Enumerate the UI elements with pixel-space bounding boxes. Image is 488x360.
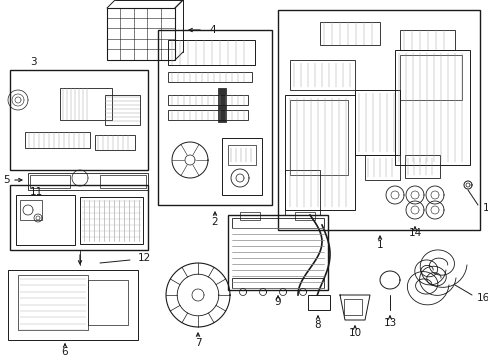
Bar xyxy=(95,135,135,150)
Bar xyxy=(343,299,361,315)
Bar xyxy=(20,200,42,220)
Bar xyxy=(18,275,88,330)
Text: 12: 12 xyxy=(138,253,151,263)
Bar xyxy=(105,95,140,125)
Bar xyxy=(319,22,379,45)
Text: 11: 11 xyxy=(30,187,43,197)
Bar xyxy=(307,295,329,310)
Text: 4: 4 xyxy=(208,25,215,35)
Bar xyxy=(107,8,175,60)
Text: 16: 16 xyxy=(476,293,488,303)
Bar xyxy=(289,100,347,175)
Bar xyxy=(30,175,70,188)
Text: 1: 1 xyxy=(376,240,383,250)
Text: 7: 7 xyxy=(194,338,201,348)
Bar xyxy=(8,270,138,340)
Bar xyxy=(289,60,354,90)
Bar xyxy=(168,95,247,105)
Text: 14: 14 xyxy=(407,228,421,238)
Bar xyxy=(158,30,271,205)
Bar xyxy=(88,280,128,325)
Text: 3: 3 xyxy=(30,57,37,67)
Bar xyxy=(168,72,251,82)
Text: 15: 15 xyxy=(482,203,488,213)
Bar xyxy=(399,30,454,50)
Bar xyxy=(354,90,399,155)
Text: 10: 10 xyxy=(348,328,361,338)
Bar xyxy=(294,212,314,220)
Bar xyxy=(394,50,469,165)
Text: 13: 13 xyxy=(383,318,396,328)
Text: 8: 8 xyxy=(314,320,321,330)
Bar xyxy=(60,88,112,120)
Bar xyxy=(399,55,461,100)
Bar xyxy=(240,212,260,220)
Bar xyxy=(364,155,399,180)
Bar xyxy=(10,185,148,250)
Text: 6: 6 xyxy=(61,347,68,357)
Bar xyxy=(28,173,148,190)
Bar xyxy=(285,95,354,210)
Text: 9: 9 xyxy=(274,297,281,307)
Bar xyxy=(404,155,439,178)
Bar xyxy=(222,138,262,195)
Bar xyxy=(168,110,247,120)
Text: 2: 2 xyxy=(211,217,218,227)
Bar xyxy=(25,132,90,148)
Bar xyxy=(80,197,142,244)
Bar xyxy=(218,88,225,122)
Bar xyxy=(231,278,324,288)
Bar xyxy=(100,175,146,188)
Text: 5: 5 xyxy=(3,175,10,185)
Bar xyxy=(16,195,75,245)
Bar xyxy=(10,70,148,170)
Bar xyxy=(285,170,319,215)
Bar xyxy=(231,218,324,228)
Bar xyxy=(168,40,254,65)
Bar xyxy=(227,215,327,290)
Bar xyxy=(278,10,479,230)
Bar xyxy=(227,145,256,165)
